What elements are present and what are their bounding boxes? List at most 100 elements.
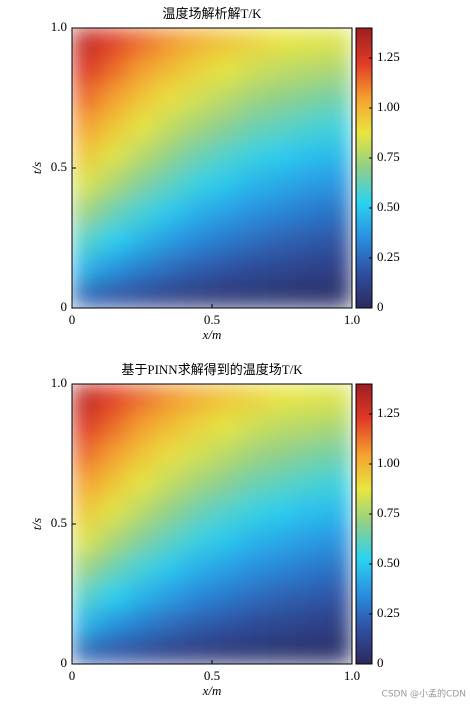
heatmap-cell xyxy=(156,112,185,141)
heatmap-cell xyxy=(128,196,157,225)
heatmap-cell xyxy=(296,552,325,581)
heatmap-cell xyxy=(128,224,157,253)
heatmap-cell xyxy=(212,440,241,469)
heatmap-cell xyxy=(212,140,241,169)
heatmap-cell xyxy=(268,524,297,553)
heatmap-cell xyxy=(324,168,352,197)
heatmap-cell xyxy=(100,56,129,85)
heatmap-cell xyxy=(156,196,185,225)
heatmap-cell xyxy=(100,496,129,525)
heatmap-cell xyxy=(184,412,213,441)
heatmap-cell xyxy=(72,28,101,57)
heatmap-cell xyxy=(128,56,157,85)
heatmap-cell xyxy=(240,84,269,113)
colorbar-tick-label: 0.75 xyxy=(377,505,400,520)
y-axis-label: t/s xyxy=(29,518,44,530)
heatmap-cell xyxy=(212,496,241,525)
heatmap-cell xyxy=(240,412,269,441)
heatmap-cell xyxy=(184,140,213,169)
heatmap-cell xyxy=(268,280,297,308)
heatmap-cell xyxy=(100,28,129,57)
heatmap-cell xyxy=(296,468,325,497)
x-tick-label: 1.0 xyxy=(344,312,360,327)
heatmap-cell xyxy=(296,84,325,113)
heatmap-cell xyxy=(268,608,297,637)
heatmap-cell xyxy=(268,196,297,225)
heatmap-cell xyxy=(128,636,157,664)
heatmap-cell xyxy=(296,252,325,281)
heatmap-cell xyxy=(240,168,269,197)
heatmap-cell xyxy=(184,468,213,497)
heatmap-cell xyxy=(184,524,213,553)
heatmap-cell xyxy=(184,28,213,57)
heatmap-cell xyxy=(240,468,269,497)
heatmap-cell xyxy=(128,112,157,141)
heatmap-cell xyxy=(100,196,129,225)
heatmap-cell xyxy=(128,552,157,581)
heatmap-cell xyxy=(212,384,241,413)
heatmap-cell xyxy=(100,252,129,281)
heatmap-cell xyxy=(72,384,101,413)
heatmap-cell xyxy=(212,280,241,308)
heatmap-cell xyxy=(72,252,101,281)
heatmap-cell xyxy=(296,636,325,664)
heatmap-cell xyxy=(156,84,185,113)
heatmap-cell xyxy=(184,280,213,308)
heatmap-cell xyxy=(128,468,157,497)
heatmap-cell xyxy=(156,608,185,637)
heatmap-cell xyxy=(156,140,185,169)
heatmap-cell xyxy=(156,168,185,197)
heatmap-cell xyxy=(268,56,297,85)
heatmap-cell xyxy=(184,384,213,413)
heatmap-cell xyxy=(324,440,352,469)
heatmap-cell xyxy=(128,252,157,281)
heatmap-cell xyxy=(72,56,101,85)
heatmap-cell xyxy=(156,224,185,253)
heatmap-cell xyxy=(240,524,269,553)
y-tick-label: 1.0 xyxy=(51,375,67,390)
heatmap-cell xyxy=(268,440,297,469)
heatmap-cell xyxy=(72,496,101,525)
heatmap-cell xyxy=(128,580,157,609)
heatmap-cell xyxy=(212,84,241,113)
heatmap-cell xyxy=(128,28,157,57)
heatmap-cell xyxy=(212,412,241,441)
heatmap-area xyxy=(72,384,352,664)
heatmap-cell xyxy=(324,468,352,497)
heatmap-cell xyxy=(72,112,101,141)
heatmap-cell xyxy=(128,168,157,197)
colorbar xyxy=(355,27,373,309)
heatmap-cell xyxy=(72,580,101,609)
heatmap-cell xyxy=(128,140,157,169)
heatmap-cell xyxy=(240,56,269,85)
heatmap-cell xyxy=(268,496,297,525)
heatmap-cell xyxy=(212,112,241,141)
heatmap-cell xyxy=(240,280,269,308)
heatmap-cell xyxy=(156,524,185,553)
chart-title: 温度场解析解T/K xyxy=(163,6,263,21)
heatmap-cell xyxy=(72,140,101,169)
heatmap-cell xyxy=(100,140,129,169)
heatmap-cell xyxy=(100,280,129,308)
y-tick-label: 1.0 xyxy=(51,19,67,34)
heatmap-cell xyxy=(268,384,297,413)
heatmap-cell xyxy=(240,384,269,413)
heatmap-cell xyxy=(324,496,352,525)
heatmap-cell xyxy=(268,224,297,253)
heatmap-cell xyxy=(296,196,325,225)
heatmap-cell xyxy=(296,112,325,141)
x-axis-label: x/m xyxy=(202,683,222,698)
heatmap-cell xyxy=(240,224,269,253)
x-axis-label: x/m xyxy=(202,327,222,342)
colorbar-tick-label: 0 xyxy=(377,655,384,670)
heatmap-cell xyxy=(184,168,213,197)
heatmap-cell xyxy=(324,524,352,553)
heatmap-cell xyxy=(128,524,157,553)
heatmap-cell xyxy=(72,552,101,581)
heatmap-cell xyxy=(156,580,185,609)
heatmap-cell xyxy=(72,224,101,253)
heatmap-cell xyxy=(72,412,101,441)
heatmap-cell xyxy=(72,524,101,553)
heatmap-cell xyxy=(296,440,325,469)
heatmap-cell xyxy=(324,196,352,225)
